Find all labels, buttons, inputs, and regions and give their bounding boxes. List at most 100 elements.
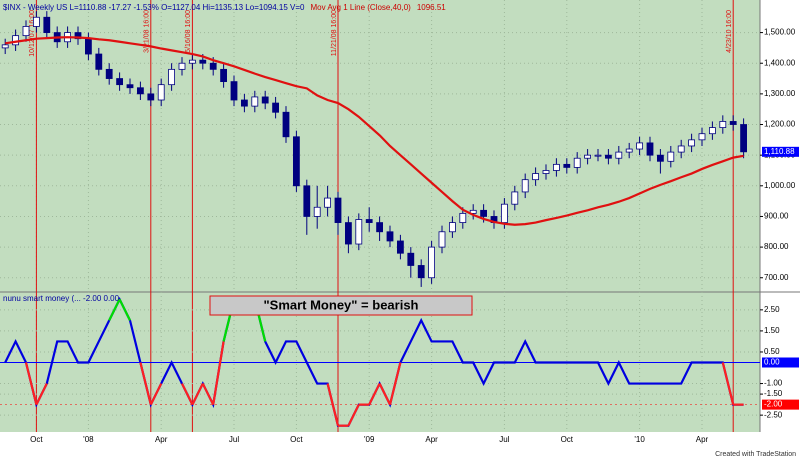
zone-segment	[721, 362, 735, 405]
zone-segment	[24, 362, 38, 405]
candle-body	[282, 111, 290, 138]
candle-body	[698, 133, 706, 141]
candle-body	[95, 53, 103, 70]
candle-body	[729, 121, 737, 125]
candle-body	[667, 151, 675, 162]
candle-body	[1, 44, 9, 49]
candle-body	[178, 62, 186, 70]
candle-body	[511, 191, 519, 205]
zone-segment	[191, 383, 204, 406]
candle-body	[428, 246, 436, 279]
candle-body	[376, 222, 384, 233]
candle-body	[646, 142, 654, 156]
x-tick-label: Oct	[290, 435, 303, 444]
y-tick-label: 1,500.00	[764, 28, 796, 37]
header: $INX - Weekly US L=1110.88 -17.27 -1.53%…	[3, 3, 446, 12]
candle-body	[324, 197, 332, 208]
zone-segment	[347, 404, 360, 427]
event-label: 11/21/08 16:00	[331, 10, 338, 56]
header-study: Mov Avg 1 Line (Close,40,0)	[310, 3, 411, 12]
indicator-title: nunu smart money (... -2.00 0.00	[3, 294, 120, 303]
candle-body	[355, 219, 363, 245]
candle-body	[688, 139, 695, 147]
candle-body	[303, 185, 311, 217]
y-tick-label: 0.50	[764, 347, 780, 356]
candle-body	[459, 212, 467, 223]
candle-body	[386, 231, 394, 242]
candle-body	[740, 124, 747, 153]
candle-body	[365, 219, 373, 223]
candle-body	[625, 148, 633, 153]
candle-body	[553, 163, 560, 171]
candle-body	[313, 206, 321, 217]
zone-segment	[108, 298, 121, 321]
candle-body	[719, 121, 727, 128]
zone-segment	[378, 383, 391, 406]
y-tick-label: 2.50	[764, 305, 780, 314]
x-tick-label: Jul	[499, 435, 509, 444]
annotation-box	[209, 295, 473, 316]
event-label: 3/21/08 16:00	[144, 10, 151, 53]
event-label: 4/23/10 16:00	[726, 10, 733, 53]
zone-segment	[149, 383, 163, 406]
y-tick-label: 900.00	[764, 212, 789, 221]
zone-segment	[212, 341, 225, 405]
candle-body	[74, 32, 82, 40]
zone-segment	[201, 383, 215, 406]
candle-body	[709, 127, 716, 135]
candle-body	[334, 197, 342, 223]
candle-body	[116, 78, 123, 86]
x-tick-label: '09	[364, 435, 375, 444]
candle-body	[199, 59, 207, 64]
y-tick-label: 1,000.00	[764, 181, 796, 190]
candle-body	[532, 173, 539, 181]
zone-segment	[388, 362, 402, 405]
candle-body	[480, 209, 488, 217]
candle-body	[500, 203, 508, 223]
zone-segment	[139, 362, 152, 405]
y-tick-label: 1,300.00	[764, 89, 796, 98]
date-axis-background	[0, 432, 800, 460]
candle-body	[396, 240, 404, 254]
y-tick-label: 700.00	[764, 273, 789, 282]
candle-body	[22, 26, 30, 37]
candle-body	[261, 96, 269, 104]
candle-body	[43, 16, 51, 33]
y-tick-label: -1.00	[764, 379, 783, 388]
y-tick-label: -1.50	[764, 389, 783, 398]
candle-body	[344, 222, 352, 245]
y-tick-label: 1,400.00	[764, 58, 796, 67]
candle-body	[677, 145, 685, 153]
reference-box	[762, 399, 799, 410]
last-value-label: 1,110.88	[764, 147, 795, 156]
candle-body	[157, 84, 165, 101]
zone-segment	[118, 298, 131, 321]
annotation-box-group: "Smart Money" = bearish	[209, 295, 473, 316]
candle-body	[636, 142, 643, 150]
candle-body	[147, 93, 155, 101]
header-symbol: $INX - Weekly US L=1110.88 -17.27 -1.53%…	[3, 3, 305, 12]
candle-body	[168, 68, 176, 86]
layer: 700.00800.00900.001,000.001,100.001,200.…	[0, 0, 799, 444]
candle-body	[584, 154, 591, 159]
candle-body	[188, 59, 196, 64]
reference-box	[762, 357, 799, 368]
x-tick-label: '08	[83, 435, 94, 444]
candle-body	[407, 252, 415, 266]
candle-body	[220, 68, 228, 83]
candle-body	[605, 154, 612, 159]
y-tick-label: -2.50	[764, 410, 783, 419]
header-study-value: 1096.51	[417, 3, 446, 12]
candle-body	[448, 222, 456, 233]
candle-body	[594, 154, 602, 157]
x-tick-label: Apr	[155, 435, 168, 444]
y-tick-label: 800.00	[764, 242, 789, 251]
candle-body	[521, 179, 529, 193]
candle-body	[209, 62, 217, 70]
x-tick-label: Apr	[425, 435, 438, 444]
candle-body	[272, 102, 280, 113]
reference-label: 0.00	[764, 358, 780, 367]
moving-average	[5, 36, 744, 226]
candle-body	[469, 209, 477, 214]
